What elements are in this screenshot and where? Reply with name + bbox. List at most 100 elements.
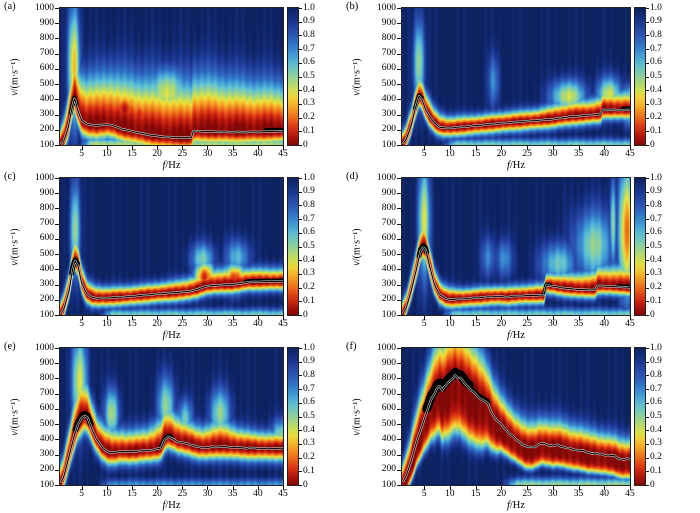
- colorbar-tick-mark: [299, 192, 302, 193]
- y-tick-label: 500: [39, 248, 54, 259]
- x-tick-label: 20: [496, 319, 507, 329]
- y-tick-label: 600: [381, 63, 396, 74]
- colorbar-tick-mark: [299, 8, 302, 9]
- y-axis-unit: /(m·s⁻¹): [9, 227, 21, 261]
- y-tick-mark: [397, 193, 401, 194]
- y-axis-unit: /(m·s⁻¹): [9, 397, 21, 431]
- panel-label: (c): [4, 171, 16, 182]
- x-axis-unit: /Hz: [509, 160, 526, 171]
- y-tick-label: 100: [381, 479, 396, 490]
- y-tick-label: 500: [39, 418, 54, 429]
- colorbar-tick-mark: [299, 362, 302, 363]
- x-axis-unit: /Hz: [165, 500, 181, 511]
- x-tick-mark: [283, 316, 284, 320]
- colorbar-tick-mark: [646, 417, 649, 418]
- colorbar-tick-label: 1.0: [650, 342, 662, 353]
- y-tick-mark: [397, 315, 401, 316]
- y-axis-unit: /(m·s⁻¹): [351, 227, 363, 261]
- y-axis-unit: /(m·s⁻¹): [351, 57, 363, 91]
- x-tick-mark: [527, 146, 529, 150]
- x-tick-label: 5: [79, 489, 85, 499]
- x-tick-label: 10: [102, 149, 112, 159]
- colorbar-tick-mark: [299, 274, 302, 275]
- colorbar-tick-mark: [299, 205, 302, 206]
- y-tick-mark: [397, 439, 401, 440]
- x-tick-label: 40: [599, 319, 610, 329]
- y-tick-mark: [397, 239, 401, 240]
- y-tick-label: 100: [381, 309, 396, 320]
- x-tick-mark: [424, 316, 426, 320]
- x-tick-label: 5: [421, 149, 427, 159]
- colorbar-tick-mark: [299, 145, 302, 146]
- y-tick-label: 700: [381, 218, 396, 229]
- x-tick-mark: [232, 316, 234, 320]
- x-tick-label: 45: [278, 319, 288, 329]
- x-tick-mark: [81, 486, 83, 490]
- colorbar-tick-mark: [299, 35, 302, 36]
- y-tick-mark: [397, 455, 401, 456]
- x-axis-unit: /Hz: [165, 160, 181, 171]
- x-tick-mark: [257, 486, 259, 490]
- x-tick-label: 20: [496, 489, 507, 499]
- x-tick-label: 25: [522, 149, 532, 159]
- y-tick-label: 800: [39, 32, 54, 43]
- colorbar-tick-label: 0.2: [303, 452, 315, 463]
- y-tick-mark: [397, 8, 401, 9]
- x-tick-mark: [552, 146, 554, 150]
- colorbar-tick-label: 0.2: [650, 112, 662, 123]
- y-tick-label: 400: [381, 433, 396, 444]
- x-tick-label: 10: [102, 319, 112, 329]
- colorbar-tick-label: 0.4: [303, 254, 315, 265]
- y-tick-label: 400: [39, 93, 54, 104]
- y-tick-mark: [397, 378, 401, 379]
- panel-label: (a): [4, 1, 16, 12]
- x-tick-mark: [527, 316, 529, 320]
- x-tick-mark: [604, 146, 606, 150]
- x-tick-label: 15: [127, 489, 137, 499]
- y-tick-label: 600: [39, 233, 54, 244]
- y-tick-label: 400: [39, 263, 54, 274]
- y-tick-label: 700: [39, 218, 54, 229]
- y-tick-mark: [397, 178, 401, 179]
- x-tick-label: 5: [421, 489, 427, 499]
- x-tick-mark: [157, 486, 159, 490]
- colorbar-tick-mark: [299, 315, 302, 316]
- x-tick-label: 5: [79, 319, 85, 329]
- y-tick-mark: [55, 208, 59, 209]
- colorbar-tick-label: 0.7: [650, 213, 662, 224]
- y-tick-label: 200: [381, 294, 396, 305]
- y-tick-mark: [397, 145, 401, 146]
- y-tick-mark: [55, 38, 59, 39]
- colorbar-tick-mark: [646, 178, 649, 179]
- colorbar-tick-mark: [646, 301, 649, 302]
- x-tick-label: 25: [177, 489, 188, 499]
- y-tick-mark: [397, 269, 401, 270]
- y-tick-mark: [55, 145, 59, 146]
- y-tick-label: 300: [39, 109, 54, 120]
- x-tick-mark: [106, 146, 108, 150]
- y-tick-label: 400: [381, 93, 396, 104]
- y-tick-mark: [397, 23, 401, 24]
- y-tick-mark: [55, 130, 59, 131]
- x-tick-mark: [257, 146, 259, 150]
- x-tick-label: 30: [202, 489, 213, 499]
- x-tick-mark: [283, 146, 284, 150]
- y-tick-mark: [55, 363, 59, 364]
- colorbar-tick-mark: [646, 458, 649, 459]
- colorbar-tick-label: 0: [650, 479, 655, 490]
- y-tick-mark: [397, 84, 401, 85]
- x-tick-label: 35: [573, 319, 584, 329]
- colorbar-tick-mark: [646, 77, 649, 78]
- x-tick-mark: [424, 486, 426, 490]
- colorbar-tick-mark: [646, 315, 649, 316]
- y-tick-mark: [55, 8, 59, 9]
- panel-label: (b): [346, 1, 359, 12]
- x-tick-mark: [207, 316, 209, 320]
- x-axis-label: f/Hz: [150, 160, 194, 172]
- colorbar-tick-label: 0.7: [303, 43, 315, 54]
- colorbar-tick-label: 0.8: [650, 199, 662, 210]
- colorbar-e: [287, 347, 299, 486]
- x-tick-mark: [552, 486, 554, 490]
- y-tick-mark: [397, 409, 401, 410]
- x-tick-mark: [232, 486, 234, 490]
